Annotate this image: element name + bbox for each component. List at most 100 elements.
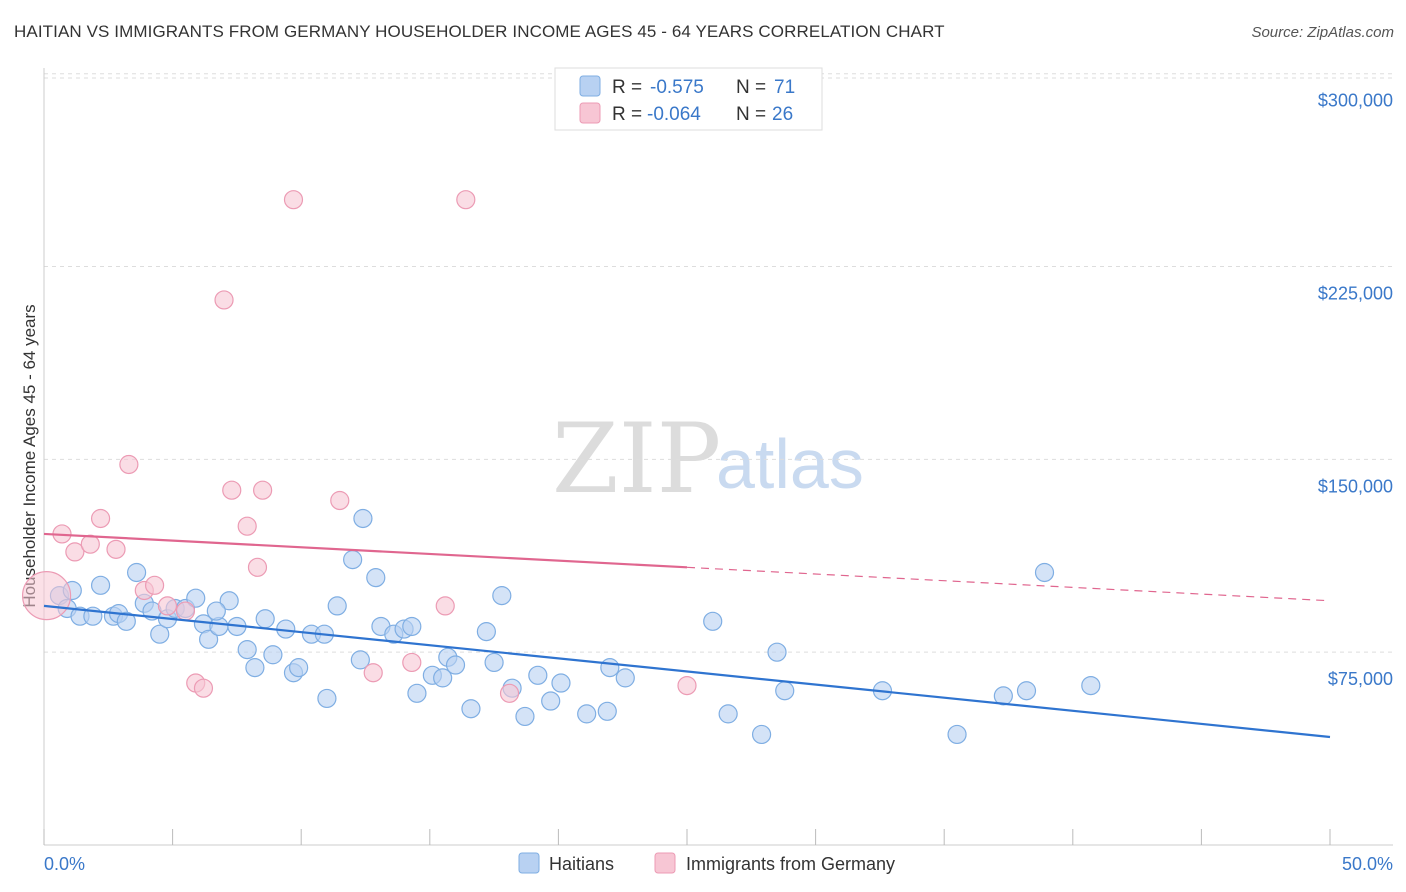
germany-point bbox=[214, 290, 234, 310]
haitians-point bbox=[615, 668, 635, 688]
legend-r-label-1: R = bbox=[612, 77, 642, 98]
germany-point bbox=[363, 663, 383, 683]
legend-n-value-2: 26 bbox=[772, 104, 793, 125]
germany-point bbox=[222, 480, 242, 500]
haitians-point bbox=[597, 701, 617, 721]
germany-point bbox=[237, 516, 257, 536]
haitians-point bbox=[718, 704, 738, 724]
haitians-point bbox=[289, 658, 309, 678]
haitians-point bbox=[993, 686, 1013, 706]
germany-point bbox=[253, 480, 273, 500]
legend-n-label-2: N = bbox=[736, 104, 766, 125]
trend-lines bbox=[43, 532, 1331, 739]
germany-point bbox=[90, 508, 111, 529]
haitians-point bbox=[703, 611, 723, 631]
y-tick-label: $225,000 bbox=[1318, 284, 1393, 304]
x-axis-ticks bbox=[43, 829, 1331, 845]
haitians-point bbox=[353, 508, 373, 529]
germany-point bbox=[247, 557, 268, 577]
data-points bbox=[21, 190, 1101, 745]
germany-point bbox=[330, 490, 350, 511]
haitians-point bbox=[350, 650, 370, 670]
haitians-point bbox=[343, 550, 363, 570]
legend-swatch-haitians bbox=[579, 75, 601, 97]
germany-point bbox=[157, 596, 178, 616]
germany-point bbox=[175, 601, 196, 621]
legend-r-value-2: -0.064 bbox=[647, 104, 701, 125]
germany-point bbox=[402, 652, 422, 673]
haitians-point bbox=[551, 673, 571, 693]
haitians-point bbox=[186, 588, 206, 608]
haitians-point bbox=[126, 562, 147, 583]
series-legend-swatch-germany bbox=[654, 852, 676, 874]
germany-point bbox=[21, 571, 72, 621]
series-legend: Haitians Immigrants from Germany bbox=[518, 852, 895, 874]
x-tick-label-max: 50.0% bbox=[1342, 854, 1393, 874]
germany-point bbox=[677, 675, 697, 696]
germany-trend-line bbox=[43, 532, 688, 569]
haitians-point bbox=[116, 611, 136, 631]
haitians-point bbox=[366, 568, 386, 588]
haitians-point bbox=[445, 655, 466, 675]
haitians-point bbox=[327, 596, 347, 616]
y-tick-label: $300,000 bbox=[1318, 91, 1393, 111]
haitians-point bbox=[237, 640, 257, 660]
legend-n-label-1: N = bbox=[736, 77, 766, 98]
germany-point bbox=[456, 190, 476, 210]
haitians-point bbox=[219, 591, 239, 611]
germany-point bbox=[106, 539, 126, 559]
haitians-point bbox=[402, 616, 422, 637]
correlation-legend: R = -0.575 N = 71 R = -0.064 N = 26 bbox=[554, 67, 823, 131]
series-legend-germany: Immigrants from Germany bbox=[686, 854, 895, 874]
series-legend-swatch-haitians bbox=[518, 852, 540, 874]
haitians-point bbox=[433, 668, 453, 688]
haitians-point bbox=[577, 704, 597, 724]
y-tick-label: $75,000 bbox=[1328, 669, 1393, 689]
haitians-point bbox=[317, 688, 337, 709]
germany-point bbox=[65, 542, 85, 562]
grid-lines bbox=[44, 73, 1393, 653]
chart-title: HAITIAN VS IMMIGRANTS FROM GERMANY HOUSE… bbox=[14, 22, 945, 41]
germany-point bbox=[283, 190, 304, 210]
legend-r-label-2: R = bbox=[612, 104, 642, 125]
source-label: Source: ZipAtlas.com bbox=[1251, 24, 1394, 41]
y-axis-title: Householder Income Ages 45 - 64 years bbox=[20, 304, 39, 607]
haitians-point bbox=[767, 642, 787, 662]
germany-point bbox=[193, 678, 214, 698]
haitians-point bbox=[199, 629, 219, 649]
x-tick-label-min: 0.0% bbox=[44, 854, 85, 874]
haitians-point bbox=[255, 609, 275, 629]
haitians-point bbox=[947, 724, 967, 745]
haitians-point bbox=[484, 652, 504, 673]
germany-point bbox=[499, 683, 520, 703]
haitians-point bbox=[206, 601, 226, 621]
haitians-point bbox=[461, 699, 481, 719]
germany-point bbox=[119, 454, 139, 475]
germany-point bbox=[144, 575, 165, 595]
haitians-point bbox=[492, 586, 512, 606]
legend-n-value-1: 71 bbox=[774, 77, 795, 98]
haitians-point bbox=[407, 683, 427, 703]
haitians-point bbox=[528, 665, 548, 685]
haitians-point bbox=[245, 658, 265, 678]
haitians-point bbox=[1081, 675, 1101, 696]
y-tick-label: $150,000 bbox=[1318, 476, 1393, 496]
haitians-point bbox=[90, 575, 111, 595]
haitians-point bbox=[600, 658, 620, 678]
germany-point bbox=[435, 596, 455, 616]
y-tick-labels: $75,000 $150,000 $225,000 $300,000 bbox=[1318, 91, 1393, 689]
haitians-point bbox=[1016, 681, 1037, 701]
haitians-trend-line bbox=[43, 604, 1331, 739]
germany-trend-extension bbox=[686, 566, 1331, 602]
haitians-point bbox=[751, 724, 772, 745]
haitians-point bbox=[1034, 562, 1055, 583]
haitians-point bbox=[515, 706, 535, 727]
haitians-point bbox=[541, 691, 561, 711]
watermark-atlas: atlas bbox=[716, 425, 864, 503]
haitians-point bbox=[476, 622, 496, 642]
series-legend-haitians: Haitians bbox=[549, 854, 614, 874]
haitians-point bbox=[775, 681, 795, 701]
legend-r-value-1: -0.575 bbox=[650, 77, 704, 98]
legend-swatch-germany bbox=[579, 102, 601, 124]
